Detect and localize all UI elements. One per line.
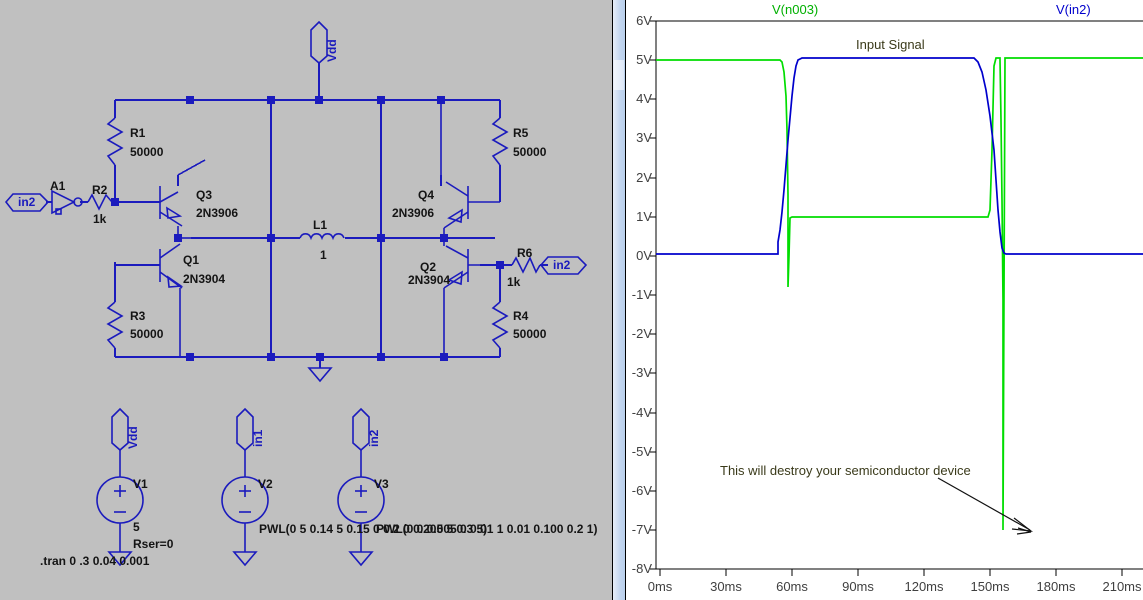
- y-tick-neg2v: -2V: [631, 326, 652, 341]
- y-tick-2v: 2V: [636, 170, 652, 185]
- y-tick-4v: 4V: [636, 91, 652, 106]
- inverter-a1-symbol: [51, 189, 83, 215]
- resistor-r2-ref: R2: [92, 183, 108, 197]
- y-tick-0v: 0V: [636, 248, 652, 263]
- transistor-q2-value: 2N3904: [408, 273, 451, 287]
- transistor-q2-ref: Q2: [420, 260, 437, 274]
- trace-legend-in2[interactable]: V(in2): [1056, 2, 1091, 17]
- in2-output-port-label: in2: [553, 258, 571, 272]
- destroy-warning-label: This will destroy your semiconductor dev…: [720, 463, 971, 478]
- transistor-q4-ref: Q4: [418, 188, 435, 202]
- source-v1-ref: V1: [133, 477, 148, 491]
- source-v1-symbol: [96, 407, 144, 567]
- resistor-r4-symbol: [491, 301, 509, 349]
- resistor-r5-value: 50000: [513, 145, 547, 159]
- transistor-q3-symbol: [159, 186, 183, 227]
- resistor-r3-ref: R3: [130, 309, 146, 323]
- x-tick-90ms: 90ms: [842, 579, 874, 594]
- in2-output-port-symbol: [539, 256, 588, 275]
- resistor-r6-ref: R6: [517, 246, 533, 260]
- x-tick-150ms: 150ms: [970, 579, 1010, 594]
- resistor-r2-symbol: [87, 193, 113, 211]
- pane-gutter: [598, 0, 612, 600]
- resistor-r2-value: 1k: [93, 212, 107, 226]
- ground-symbol-main: [307, 367, 333, 383]
- warning-arrow: [937, 477, 1034, 535]
- waveform-viewer[interactable]: 6V 5V 4V 3V 2V 1V 0V -1V -2V -3V -4V -5V…: [626, 0, 1143, 600]
- y-tick-6v: 6V: [636, 13, 652, 28]
- resistor-r1-value: 50000: [130, 145, 164, 159]
- x-tick-30ms: 30ms: [710, 579, 742, 594]
- trace-v-in2: [656, 57, 1143, 255]
- y-tick-5v: 5V: [636, 52, 652, 67]
- vdd-source-port-label: Vdd: [126, 426, 140, 449]
- inductor-l1-value: 1: [320, 248, 327, 262]
- transistor-q1-value: 2N3904: [183, 272, 226, 286]
- vertical-scrollbar[interactable]: [612, 0, 626, 600]
- tran-directive: .tran 0 .3 0.04 0.001: [40, 554, 150, 568]
- y-tick-neg4v: -4V: [631, 405, 652, 420]
- schematic-canvas[interactable]: Vdd in2 in2 R1 50000 R2 1k R3 50000 R4 5…: [0, 0, 598, 600]
- resistor-r6-symbol: [511, 256, 541, 274]
- transistor-q4-value: 2N3906: [392, 206, 435, 220]
- vdd-top-port-symbol: [310, 20, 328, 65]
- resistor-r1-symbol: [106, 117, 124, 166]
- trace-v-n003: [656, 57, 1143, 531]
- source-v2-ref: V2: [258, 477, 273, 491]
- y-tick-neg5v: -5V: [631, 444, 652, 459]
- source-v2-symbol: [221, 407, 269, 567]
- source-v3-symbol: [337, 407, 385, 567]
- transistor-q1-symbol: [159, 243, 184, 289]
- source-v2-value: PWL(0 5 0.14 5 0.15 0 0.2 0 0.205 5 0.3 …: [259, 522, 488, 536]
- y-tick-neg7v: -7V: [631, 522, 652, 537]
- resistor-r3-value: 50000: [130, 327, 164, 341]
- vdd-top-port-label: Vdd: [325, 39, 339, 62]
- y-tick-marks: [650, 20, 656, 570]
- in2-input-port-label: in2: [18, 195, 36, 209]
- x-tick-marks: [659, 569, 1123, 576]
- trace-legend-n003[interactable]: V(n003): [772, 2, 819, 17]
- transistor-q3-value: 2N3906: [196, 206, 239, 220]
- transistor-q3-ref: Q3: [196, 188, 213, 202]
- schematic-drawing: [4, 20, 588, 567]
- resistor-r4-ref: R4: [513, 309, 529, 323]
- transistor-q1-ref: Q1: [183, 253, 200, 267]
- x-tick-180ms: 180ms: [1036, 579, 1076, 594]
- y-tick-1v: 1V: [636, 209, 652, 224]
- inductor-l1-symbol: [299, 233, 345, 241]
- transistor-q4-symbol: [443, 181, 469, 229]
- source-v1-value: 5: [133, 520, 140, 534]
- source-v3-ref: V3: [374, 477, 389, 491]
- in2-input-port-symbol: [4, 193, 50, 212]
- y-tick-neg6v: -6V: [631, 483, 652, 498]
- x-tick-210ms: 210ms: [1102, 579, 1142, 594]
- resistor-r6-value: 1k: [507, 275, 521, 289]
- y-tick-neg8v: -8V: [631, 561, 652, 576]
- resistor-r3-symbol: [106, 301, 124, 349]
- source-v3-value: PWL(0 0 0.005 0 0.01 1 0.01 0.100 0.2 1): [376, 522, 598, 536]
- resistor-r1-ref: R1: [130, 126, 146, 140]
- y-tick-neg1v: -1V: [631, 287, 652, 302]
- wire-junctions: [111, 96, 504, 361]
- in1-source-port-label: in1: [251, 429, 265, 447]
- resistor-r5-symbol: [491, 117, 509, 166]
- waveform-plot: [650, 20, 1143, 576]
- inductor-l1-ref: L1: [313, 218, 328, 232]
- x-tick-120ms: 120ms: [904, 579, 944, 594]
- input-signal-label: Input Signal: [856, 37, 925, 52]
- x-tick-60ms: 60ms: [776, 579, 808, 594]
- y-tick-neg3v: -3V: [631, 365, 652, 380]
- source-v1-rser: Rser=0: [133, 537, 174, 551]
- resistor-r5-ref: R5: [513, 126, 529, 140]
- resistor-r4-value: 50000: [513, 327, 547, 341]
- scrollbar-thumb[interactable]: [614, 60, 624, 90]
- y-tick-3v: 3V: [636, 130, 652, 145]
- in2-source-port-label: in2: [367, 429, 381, 447]
- inverter-a1-ref: A1: [50, 179, 66, 193]
- x-tick-0ms: 0ms: [647, 579, 673, 594]
